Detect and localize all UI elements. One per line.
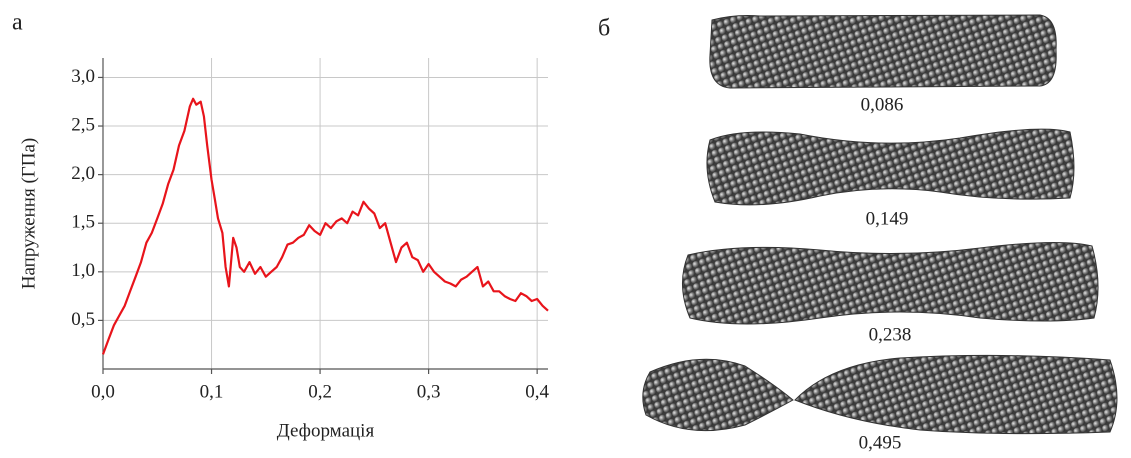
y-axis-label: Напруження (ГПа) [18, 138, 39, 290]
nanowire [642, 358, 794, 432]
strain-label: 0,149 [866, 208, 909, 229]
strain-label: 0,238 [869, 324, 912, 345]
x-tick-label: 0,0 [91, 381, 115, 402]
stress-strain-chart: 0,5 1,0 1,5 2,0 2,5 3,0 0,0 0,1 0,2 0,3 0,4 Деформа… [18, 58, 550, 441]
panel-label: б [598, 16, 610, 42]
strain-label: 0,086 [861, 94, 904, 115]
y-tick-label: 1,0 [71, 260, 95, 281]
nanowire [794, 354, 1118, 435]
x-tick-label: 0,3 [417, 381, 441, 402]
nanowire [706, 128, 1075, 206]
x-tick-label: 0,2 [308, 381, 332, 402]
strain-label: 0,495 [859, 432, 902, 453]
x-tick-label: 0,1 [200, 381, 224, 402]
y-tick-label: 1,5 [71, 212, 95, 233]
x-tick-label: 0,4 [525, 381, 549, 402]
y-tick-label: 2,0 [71, 163, 95, 184]
panel-label: а [12, 10, 23, 36]
wire-snapshots: 0,086 0,149 0,238 0,495 [642, 14, 1118, 453]
y-tick-label: 0,5 [71, 309, 95, 330]
y-tick-label: 2,5 [71, 114, 95, 135]
nanowire [709, 14, 1057, 89]
y-tick-label: 3,0 [71, 66, 95, 87]
stress-curve [101, 97, 549, 355]
x-axis-label: Деформація [277, 420, 375, 441]
nanowire [681, 241, 1099, 325]
